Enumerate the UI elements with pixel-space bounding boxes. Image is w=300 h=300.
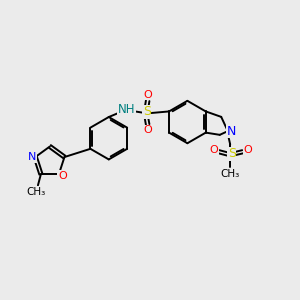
Text: NH: NH [118, 103, 135, 116]
Text: O: O [143, 125, 152, 135]
Text: CH₃: CH₃ [220, 169, 240, 178]
Text: O: O [244, 145, 252, 155]
Text: CH₃: CH₃ [27, 187, 46, 197]
Text: S: S [143, 105, 151, 118]
Text: O: O [144, 90, 153, 100]
Text: N: N [28, 152, 36, 162]
Text: N: N [227, 125, 236, 138]
Text: S: S [228, 147, 236, 160]
Text: O: O [209, 145, 218, 155]
Text: O: O [58, 171, 67, 181]
